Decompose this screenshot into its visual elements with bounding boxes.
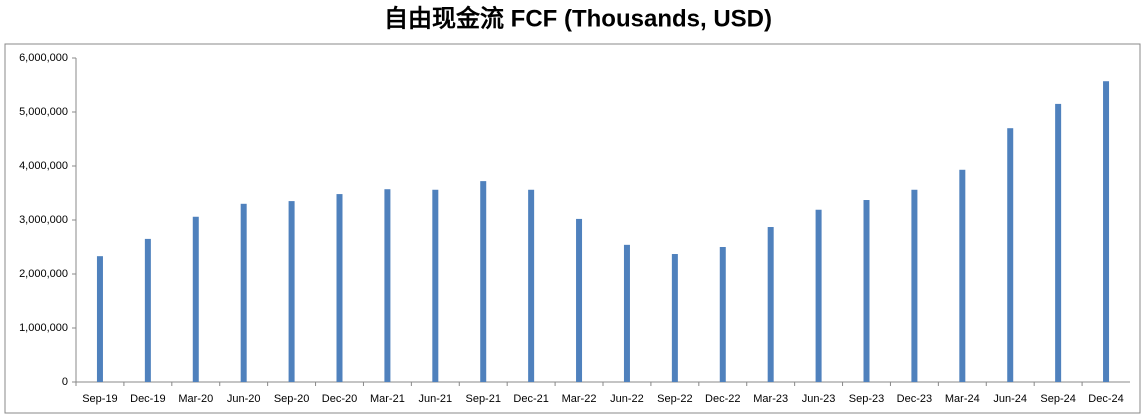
chart-title: 自由现金流 FCF (Thousands, USD): [384, 4, 772, 32]
x-tick-label: Jun-21: [418, 393, 452, 405]
bar: [815, 209, 822, 382]
bar: [288, 201, 295, 382]
x-tick-label: Mar-20: [178, 393, 213, 405]
bar: [863, 200, 870, 382]
bar: [96, 256, 103, 382]
y-tick-label: 3,000,000: [19, 214, 68, 226]
x-tick-label: Mar-22: [562, 393, 597, 405]
y-tick-label: 6,000,000: [19, 52, 68, 64]
bar: [1103, 81, 1110, 382]
x-tick-label: Jun-24: [993, 393, 1027, 405]
x-tick-label: Mar-23: [753, 393, 788, 405]
x-tick-label: Dec-24: [1088, 393, 1123, 405]
bar: [623, 244, 630, 382]
bar: [911, 189, 918, 382]
x-tick-label: Mar-24: [945, 393, 980, 405]
x-tick-label: Jun-20: [227, 393, 261, 405]
x-tick-label: Dec-22: [705, 393, 740, 405]
x-tick-label: Dec-21: [513, 393, 548, 405]
x-tick-label: Sep-22: [657, 393, 692, 405]
x-tick-label: Jun-23: [802, 393, 836, 405]
bar: [767, 227, 774, 382]
x-tick-label: Dec-23: [897, 393, 932, 405]
y-tick-label: 5,000,000: [19, 106, 68, 118]
x-tick-label: Dec-19: [130, 393, 165, 405]
x-tick-label: Sep-23: [849, 393, 884, 405]
x-tick-label: Sep-21: [465, 393, 500, 405]
bar: [719, 247, 726, 382]
bar: [240, 203, 247, 382]
bar: [144, 238, 151, 382]
x-tick-label: Sep-24: [1040, 393, 1075, 405]
y-tick-label: 2,000,000: [19, 268, 68, 280]
bar: [528, 189, 535, 382]
bar: [192, 216, 199, 382]
bar: [1055, 103, 1062, 383]
x-tick-label: Dec-20: [322, 393, 357, 405]
x-tick-label: Jun-22: [610, 393, 644, 405]
bar: [384, 189, 391, 382]
y-tick-label: 1,000,000: [19, 322, 68, 334]
x-tick-label: Sep-19: [82, 393, 117, 405]
chart-border: [4, 43, 1141, 414]
bar: [1007, 128, 1014, 382]
y-tick-label: 4,000,000: [19, 160, 68, 172]
y-tick-label: 0: [62, 376, 68, 388]
bar: [432, 189, 439, 382]
bar: [576, 218, 583, 382]
x-tick-label: Sep-20: [274, 393, 309, 405]
bar: [959, 169, 966, 382]
bar: [336, 194, 343, 382]
bar: [480, 181, 487, 382]
bar: [671, 254, 678, 382]
x-tick-label: Mar-21: [370, 393, 405, 405]
